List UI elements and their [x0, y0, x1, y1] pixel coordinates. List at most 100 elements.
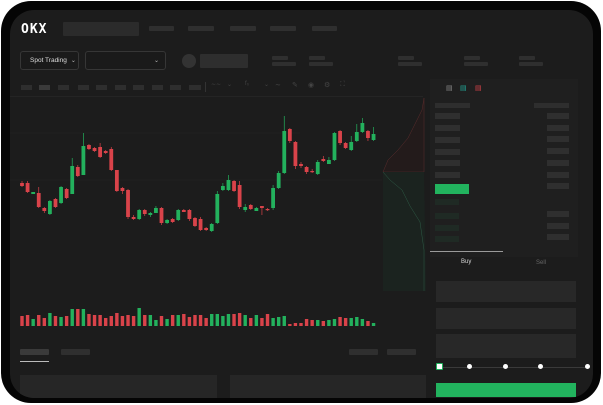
- market-type-dropdown[interactable]: Spot Trading ⌄: [20, 51, 79, 70]
- candle: [148, 212, 153, 217]
- amount-input[interactable]: [436, 308, 576, 329]
- timeframe-button[interactable]: [152, 85, 163, 90]
- bottom-filter-button[interactable]: [349, 349, 378, 355]
- sell-tab[interactable]: Sell: [536, 260, 547, 266]
- order-book-header: [534, 103, 569, 108]
- ask-price: [435, 137, 460, 143]
- volume-bar: [92, 315, 97, 326]
- candle-body: [232, 181, 236, 191]
- percent-slider-handle[interactable]: [436, 363, 443, 370]
- slider-stop-100[interactable]: [585, 364, 590, 369]
- bottom-tab-active[interactable]: [20, 349, 49, 355]
- candle-body: [243, 207, 248, 210]
- stat-label: [398, 56, 414, 60]
- nav-item[interactable]: [270, 26, 296, 31]
- timeframe-button[interactable]: [78, 85, 89, 90]
- order-book-both-icon[interactable]: ▤: [446, 85, 453, 92]
- ask-size: [547, 113, 569, 119]
- candle-body: [271, 188, 275, 208]
- volume-bar: [198, 315, 203, 326]
- candle-body: [36, 193, 41, 207]
- candle: [70, 158, 75, 194]
- stat-value: [398, 62, 422, 66]
- candle: [321, 156, 326, 162]
- volume-bar: [137, 308, 141, 326]
- bid-size: [547, 234, 569, 240]
- nav-item[interactable]: [230, 26, 256, 31]
- candle-body: [248, 205, 253, 209]
- candle: [187, 209, 192, 221]
- volume-bar: [237, 313, 242, 326]
- chevron-down-icon[interactable]: ⌄: [264, 82, 270, 88]
- slider-stop-50[interactable]: [503, 364, 508, 369]
- slider-stop-25[interactable]: [467, 364, 472, 369]
- bottom-filter-button[interactable]: [387, 349, 416, 355]
- fullscreen-icon[interactable]: ⛶: [340, 81, 345, 88]
- price-input[interactable]: [436, 281, 576, 302]
- pair-dropdown[interactable]: ⌄: [85, 51, 166, 70]
- volume-bar: [120, 316, 125, 326]
- timeframe-button[interactable]: [133, 85, 144, 90]
- volume-bar: [165, 319, 169, 326]
- candle: [165, 219, 169, 224]
- bottom-tab[interactable]: [61, 349, 90, 355]
- candle-body: [120, 188, 125, 191]
- volume-bar: [210, 314, 214, 326]
- toolbar-divider: [205, 82, 206, 92]
- buy-tab[interactable]: Buy: [461, 259, 472, 265]
- candle: [310, 169, 315, 173]
- timeframe-button[interactable]: [21, 85, 32, 90]
- stat-value: [464, 62, 488, 66]
- search-bar[interactable]: [63, 22, 139, 36]
- timeframe-button[interactable]: [58, 85, 69, 90]
- camera-icon[interactable]: ◉: [308, 82, 315, 89]
- nav-item[interactable]: [312, 26, 337, 31]
- line-tool-icon[interactable]: ∼: [275, 82, 281, 89]
- okx-logo[interactable]: OKX: [21, 22, 48, 37]
- candle-body: [81, 146, 86, 175]
- ask-price: [435, 113, 460, 119]
- candle: [154, 206, 158, 213]
- candle-body: [193, 218, 197, 226]
- indicator-icon[interactable]: f₀: [245, 81, 250, 87]
- stat-value: [272, 62, 296, 66]
- timeframe-button[interactable]: [189, 85, 201, 90]
- chevron-down-icon[interactable]: ⌄: [227, 82, 233, 88]
- candle: [276, 171, 281, 189]
- candle: [109, 147, 114, 171]
- order-book-asks-icon[interactable]: ▤: [475, 85, 482, 92]
- candle: [304, 166, 309, 174]
- draw-icon[interactable]: ✎: [292, 82, 298, 89]
- nav-item[interactable]: [149, 26, 174, 31]
- order-book-bids-icon[interactable]: ▤: [460, 85, 467, 92]
- settings-icon[interactable]: ⚙: [324, 82, 331, 89]
- candle: [282, 116, 287, 174]
- total-input[interactable]: [436, 334, 576, 358]
- candle-body: [137, 210, 142, 219]
- candle: [209, 223, 214, 232]
- app-screen: OKX Spot Trading ⌄ ⌄ ∼∼ ⌄ f₀ ⌄ ∼ ✎ ◉ ⚙ ⛶…: [10, 10, 593, 398]
- nav-item[interactable]: [188, 26, 214, 31]
- volume-bar: [148, 315, 153, 326]
- timeframe-button[interactable]: [170, 85, 181, 90]
- price-chart[interactable]: [10, 10, 593, 398]
- bid-price: [435, 213, 459, 219]
- volume-bar: [254, 315, 259, 326]
- slider-stop-75[interactable]: [538, 364, 543, 369]
- volume-bar: [187, 317, 192, 326]
- timeframe-button[interactable]: [115, 85, 126, 90]
- percent-slider-track[interactable]: [440, 367, 588, 368]
- candle: [103, 150, 108, 154]
- volume-bar: [232, 314, 236, 326]
- volume-bar: [154, 320, 158, 326]
- timeframe-button-active[interactable]: [39, 85, 50, 90]
- stat-label: [309, 56, 325, 60]
- buy-submit-button[interactable]: [436, 383, 576, 397]
- volume-bar: [310, 320, 314, 326]
- volume-bar: [126, 315, 130, 326]
- timeframe-button[interactable]: [96, 85, 107, 90]
- chart-type-icon[interactable]: ∼∼: [211, 82, 222, 88]
- volume-bar: [249, 318, 253, 326]
- candle-body: [254, 208, 259, 211]
- candle: [237, 181, 242, 209]
